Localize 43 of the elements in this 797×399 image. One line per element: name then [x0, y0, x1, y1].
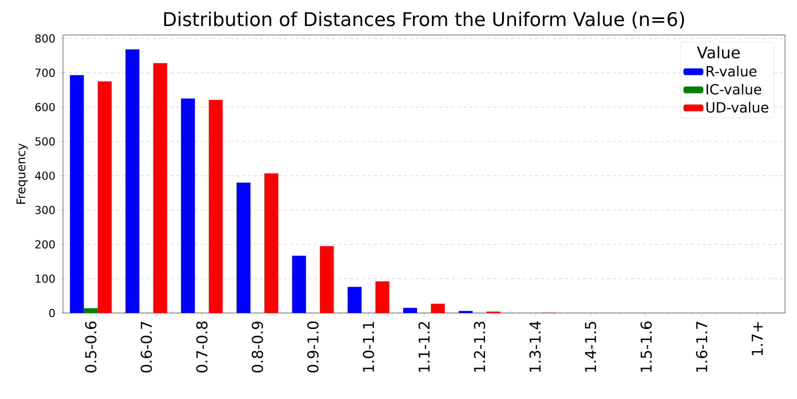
x-tick-label: 1.5-1.6: [640, 321, 652, 372]
y-tick-label: 600: [35, 102, 55, 112]
legend-label: UD-value: [706, 102, 768, 113]
legend-title: Value: [696, 46, 740, 58]
x-tick-label: 0.8-0.9: [252, 322, 264, 372]
bar: [181, 98, 195, 313]
bar: [125, 49, 140, 313]
x-tick-label: 1.4-1.5: [585, 322, 596, 372]
bar: [84, 308, 98, 313]
bar: [403, 308, 418, 313]
y-tick-label: 800: [35, 34, 55, 43]
x-tick-label: 1.1-1.2: [418, 322, 430, 372]
chart-title: Distribution of Distances From the Uniform Value (n=6): [164, 12, 684, 29]
x-tick-label: 0.9-1.0: [307, 322, 319, 372]
x-tick-label: 1.6-1.7: [696, 322, 708, 372]
y-tick-label: 700: [35, 68, 55, 77]
x-tick-label: 0.5-0.6: [85, 321, 96, 372]
legend-label: R-value: [706, 66, 756, 77]
y-tick-label: 0: [49, 308, 55, 318]
bar: [153, 63, 168, 313]
x-tick-label: 1.0-1.1: [362, 322, 374, 372]
bar: [292, 256, 306, 313]
bar: [208, 100, 223, 313]
bar: [98, 81, 112, 313]
x-tick-label: 1.7+: [752, 322, 763, 356]
x-tick-label: 0.6-0.7: [140, 322, 152, 372]
bar: [375, 281, 390, 313]
y-tick-label: 500: [35, 137, 55, 146]
bar: [236, 182, 250, 313]
x-tick-label: 1.2-1.3: [474, 322, 486, 372]
x-tick-label: 1.3-1.4: [529, 321, 541, 372]
y-tick-label: 300: [35, 206, 55, 214]
y-tick-label: 100: [36, 274, 55, 283]
bar: [348, 286, 362, 313]
bar: [430, 304, 445, 313]
bar: [70, 75, 84, 313]
legend-label: IC-value: [706, 84, 762, 95]
y-tick-label: 400: [35, 172, 55, 180]
bar: [264, 173, 278, 313]
bar: [320, 246, 334, 313]
y-axis-title: Frequency: [16, 143, 28, 204]
x-tick-label: 0.7-0.8: [196, 322, 208, 372]
y-tick-label: 200: [35, 240, 55, 249]
